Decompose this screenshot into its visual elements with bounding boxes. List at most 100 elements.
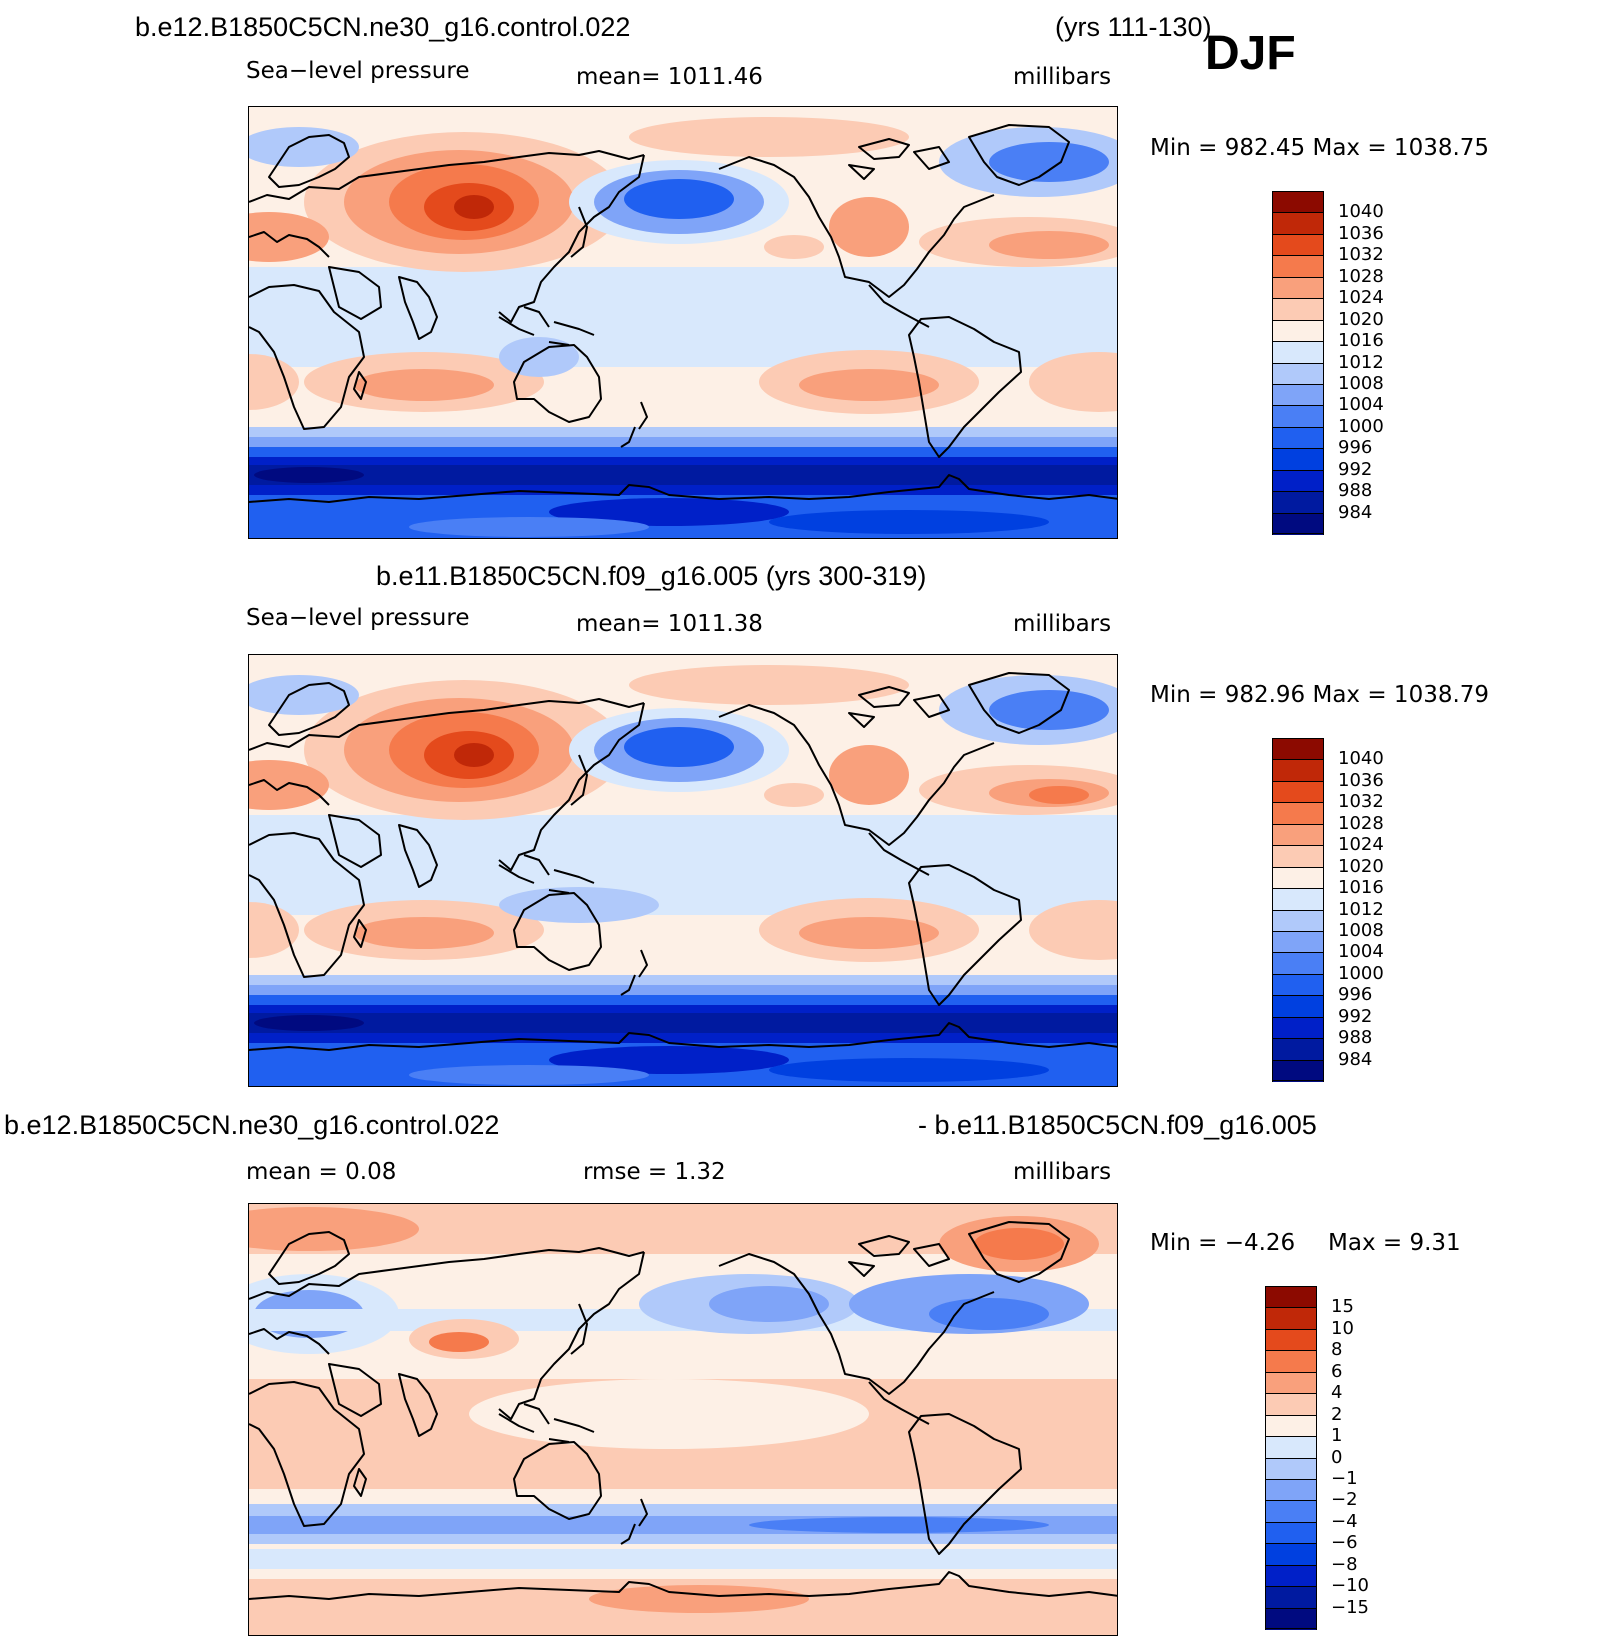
southern-ocean-band: [249, 995, 1117, 1007]
antarctic-positive-core: [589, 1585, 809, 1613]
colorbar-box: [1272, 512, 1324, 535]
colorbar-tick-label: −2: [1331, 1489, 1358, 1511]
coastline-path: [268, 682, 350, 736]
colorbar-tick-label: 0: [1331, 1446, 1343, 1468]
colorbar-tick-label: 4: [1331, 1382, 1343, 1404]
southern-ocean-band: [249, 465, 1117, 485]
colorbar-box: [1272, 491, 1324, 514]
colorbar-tick-label: 1: [1331, 1425, 1343, 1447]
coastline-path: [249, 1022, 1117, 1051]
colorbar-box: [1272, 759, 1324, 782]
colorbar-box: [1272, 233, 1324, 256]
coastline-path: [249, 1328, 330, 1355]
southern-high: [1029, 900, 1117, 960]
coastline-path: [398, 276, 438, 340]
panel2-variable: Sea−level pressure: [246, 605, 470, 631]
colorbar-box: [1272, 405, 1324, 428]
southern-high: [249, 354, 299, 410]
field-tropical-band: [249, 815, 1117, 915]
panel2-colorbar: 1040 1036 1032 1028 1024 1020 1016 1012 1008 1004…: [1272, 738, 1384, 1082]
coastline-path: [513, 1441, 602, 1520]
panel2-units: millibars: [1013, 611, 1112, 637]
coastlines: [249, 672, 1117, 1051]
arctic-positive: [249, 1207, 419, 1251]
colorbar-tick-label: 1028: [1338, 812, 1384, 834]
colorbar-box: [1265, 1457, 1317, 1480]
coastline-path: [249, 832, 365, 978]
warm-pool-low: [499, 887, 659, 923]
coastline-path: [570, 206, 588, 258]
colorbar-tick-label: −1: [1331, 1467, 1358, 1489]
colorbar-box: [1265, 1328, 1317, 1351]
colorbar-box: [1272, 341, 1324, 363]
coastline-path: [498, 854, 595, 894]
antarctic-band-dark: [769, 510, 1049, 534]
southern-high-core: [799, 369, 939, 401]
coastline-path: [908, 1413, 1022, 1555]
atlantic-high-core: [1029, 786, 1089, 804]
colorbar-tick-label: 992: [1338, 458, 1373, 480]
europe-high: [249, 760, 329, 810]
colorbar-tick-label: 2: [1331, 1403, 1343, 1425]
coastline-path: [249, 779, 330, 806]
southern-high: [1029, 352, 1117, 412]
colorbar-tick-label: 6: [1331, 1360, 1343, 1382]
panel3-colorbar: 15 10 8 6 4 2 1 0 −1 −2 −4 −6 −8 −10 −15: [1265, 1286, 1369, 1630]
antarctic-low: [549, 498, 789, 526]
coastline-path: [249, 1571, 1117, 1600]
southern-high-core: [354, 917, 494, 949]
colorbar-box: [1272, 298, 1324, 321]
coastline-path: [353, 919, 367, 948]
colorbar-tick-label: 1000: [1338, 962, 1384, 984]
colorbar-box: [1272, 930, 1324, 953]
colorbar-tick-label: 10: [1331, 1317, 1354, 1339]
colorbar-box: [1265, 1607, 1317, 1630]
coastline-path: [353, 371, 367, 400]
coastline-path: [718, 1253, 995, 1395]
arctic-high: [629, 117, 909, 157]
southern-high: [249, 902, 299, 958]
panel2-minmax: Min = 982.96 Max = 1038.79: [1150, 682, 1490, 708]
coastline-path: [513, 344, 602, 423]
siberian-high-core: [454, 743, 494, 767]
colorbar-box: [1265, 1350, 1317, 1373]
colorbar-tick-label: 996: [1338, 437, 1373, 459]
colorbar-tick-label: 1028: [1338, 265, 1384, 287]
coastline-path: [908, 864, 1022, 1006]
colorbar-tick-label: −10: [1331, 1575, 1369, 1597]
coastline-path: [249, 150, 645, 203]
colorbar-box: [1272, 909, 1324, 932]
panel3-map: [248, 1203, 1118, 1636]
colorbar-box: [1272, 952, 1324, 975]
colorbar-tick-label: 1020: [1338, 855, 1384, 877]
colorbar-box: [1272, 469, 1324, 492]
coastline-path: [968, 1221, 1070, 1283]
coastline-path: [968, 124, 1070, 186]
colorbar-box: [1265, 1436, 1317, 1458]
panel3-mean: mean = 0.08: [246, 1159, 397, 1185]
colorbar-box: [1272, 212, 1324, 235]
colorbar-tick-label: 1032: [1338, 244, 1384, 266]
colorbar-box: [1272, 1038, 1324, 1061]
southern-ocean-core: [254, 467, 364, 483]
colorbar-tick-label: 1000: [1338, 415, 1384, 437]
colorbar-box: [1265, 1521, 1317, 1544]
colorbar-tick-label: 1040: [1338, 748, 1384, 770]
coastline-path: [249, 698, 645, 751]
colorbar-box: [1272, 738, 1324, 760]
pacific-high: [764, 783, 824, 807]
colorbar-box: [1265, 1478, 1317, 1501]
colorbar-tick-label: 8: [1331, 1339, 1343, 1361]
colorbar-box: [1265, 1286, 1317, 1308]
colorbar-box: [1265, 1393, 1317, 1416]
coastlines: [249, 124, 1117, 503]
panel1-units: millibars: [1013, 64, 1112, 90]
colorbar-tick-label: 1008: [1338, 919, 1384, 941]
colorbar-tick-label: 1008: [1338, 372, 1384, 394]
coastline-path: [498, 1403, 595, 1443]
na-high: [829, 197, 909, 257]
colorbar-box: [1265, 1307, 1317, 1330]
colorbar-tick-label: 1016: [1338, 330, 1384, 352]
southern-negative-band: [249, 1549, 1117, 1569]
colorbar-tick-label: −15: [1331, 1596, 1369, 1618]
